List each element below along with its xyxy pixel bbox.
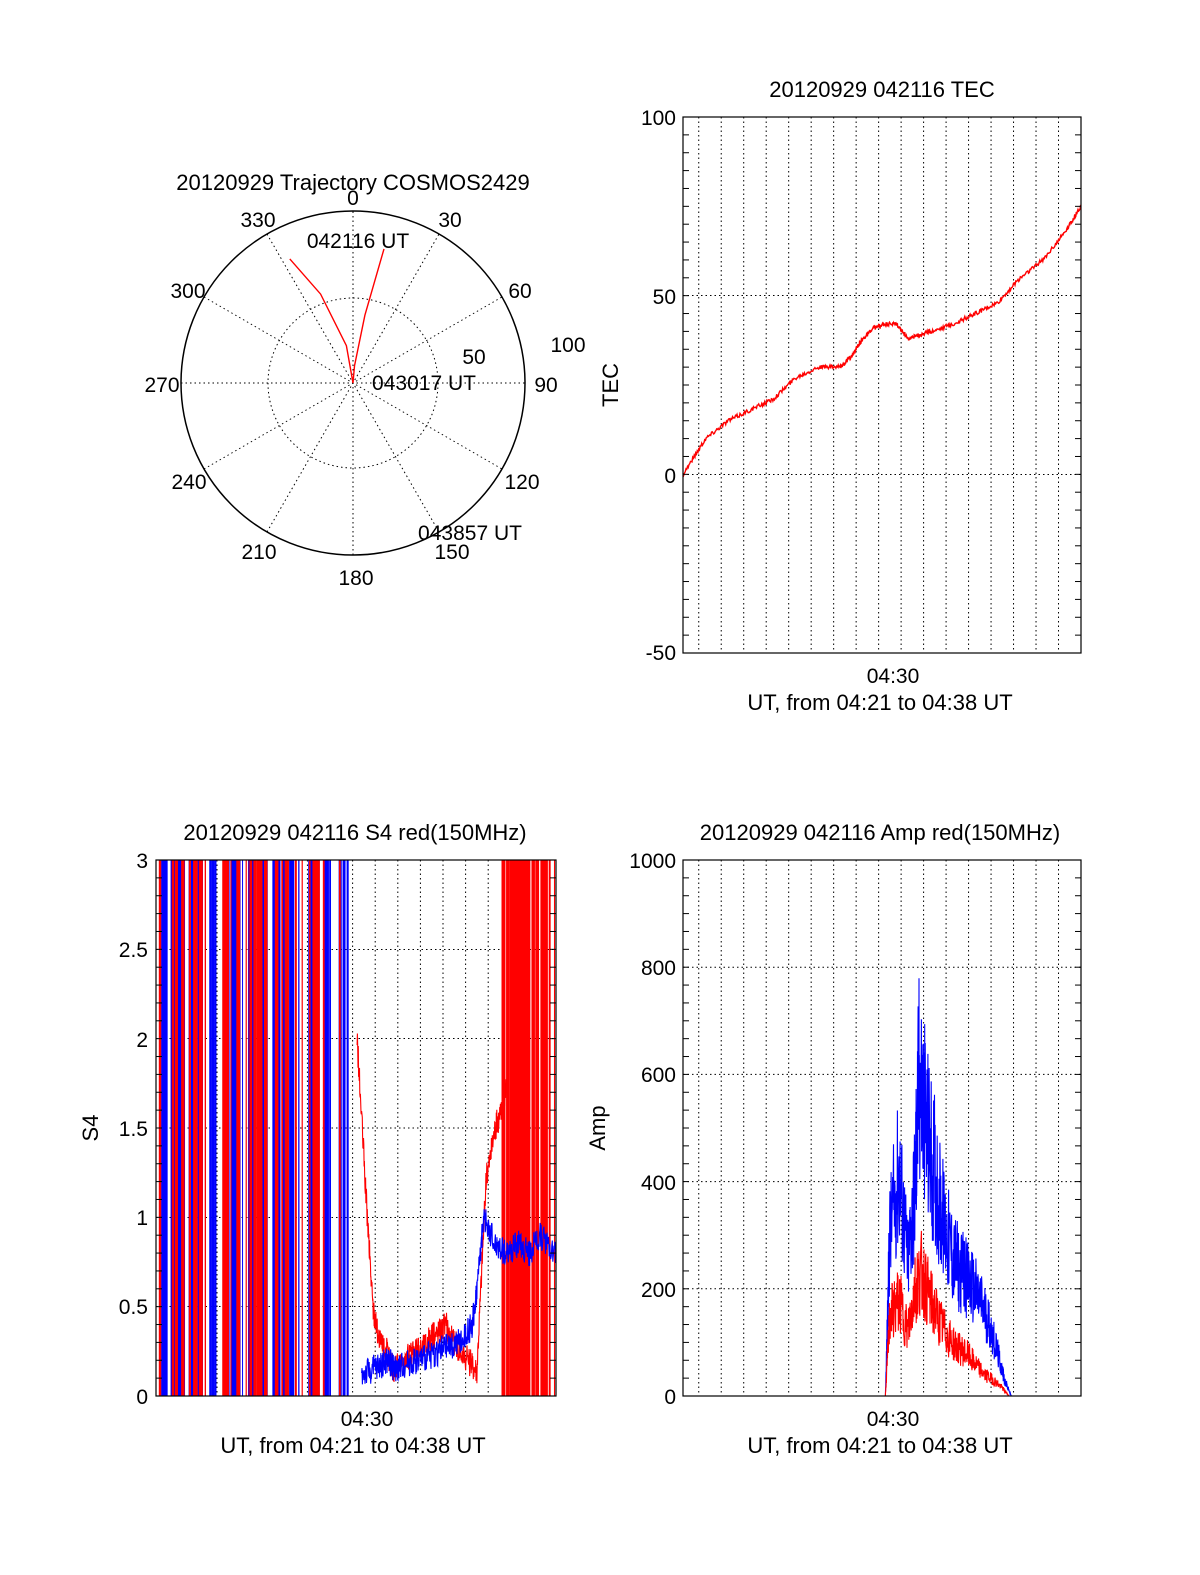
- s4-series-red: [356, 1033, 510, 1384]
- polar-angle-labels: 0 30 60 90 120 150 180 210 240 270 300 3…: [144, 187, 557, 590]
- amp-ytick-0: 0: [664, 1386, 676, 1409]
- s4-ytick-2.5: 2.5: [119, 939, 148, 962]
- tec-xlabel: UT, from 04:21 to 04:38 UT: [747, 690, 1012, 715]
- radial-label-100: 100: [550, 334, 585, 357]
- tec-title: 20120929 042116 TEC: [769, 77, 995, 102]
- angle-label-330: 330: [240, 209, 275, 232]
- tec-ylabel: TEC: [598, 363, 623, 407]
- tec-minor-ticks: [683, 134, 1081, 636]
- s4-ytick-3: 3: [136, 850, 148, 873]
- tec-series-red: [682, 204, 1082, 478]
- angle-label-150: 150: [434, 541, 469, 564]
- amp-xtick-0430: 04:30: [867, 1408, 920, 1431]
- s4-ytick-0: 0: [136, 1386, 148, 1409]
- annotation-end: 043857 UT: [418, 522, 522, 545]
- amp-ytick-200: 200: [641, 1279, 676, 1302]
- annotation-mid: 043017 UT: [372, 372, 476, 395]
- amp-ylabel: Amp: [585, 1105, 610, 1150]
- amp-xlabel: UT, from 04:21 to 04:38 UT: [747, 1433, 1012, 1458]
- angle-label-60: 60: [508, 280, 531, 303]
- trajectory-panel: 20120929 Trajectory COSMOS2429 0 30 60 9…: [144, 170, 585, 590]
- polar-ring-50: [267, 297, 439, 469]
- amp-ytick-600: 600: [641, 1064, 676, 1087]
- angle-label-180: 180: [338, 567, 373, 590]
- angle-label-90: 90: [534, 374, 557, 397]
- radial-label-50: 50: [462, 346, 485, 369]
- tec-panel: 20120929 042116 TEC 100 50 0 -50 04:30 U…: [598, 77, 1082, 715]
- trajectory-title: 20120929 Trajectory COSMOS2429: [176, 170, 529, 195]
- amp-ytick-400: 400: [641, 1172, 676, 1195]
- polar-ring-100: [180, 210, 526, 556]
- s4-xlabel: UT, from 04:21 to 04:38 UT: [220, 1433, 485, 1458]
- s4-ytick-0.5: 0.5: [119, 1296, 148, 1319]
- angle-label-0: 0: [347, 187, 359, 210]
- s4-title: 20120929 042116 S4 red(150MHz): [183, 820, 526, 845]
- angle-label-270: 270: [144, 374, 179, 397]
- amp-series: [683, 978, 1081, 1397]
- s4-ytick-2: 2: [136, 1029, 148, 1052]
- trajectory-track: [289, 248, 385, 384]
- tec-ytick-50: 50: [653, 286, 676, 309]
- amp-grid: [683, 860, 1081, 1396]
- amp-title: 20120929 042116 Amp red(150MHz): [700, 820, 1060, 845]
- tec-ytick-0: 0: [664, 465, 676, 488]
- amp-frame: [682, 859, 1082, 1397]
- amp-ytick-800: 800: [641, 957, 676, 980]
- annotation-start: 042116 UT: [307, 230, 410, 253]
- angle-label-30: 30: [438, 209, 461, 232]
- tec-xtick-0430: 04:30: [867, 665, 920, 688]
- tec-ytick-100: 100: [641, 107, 676, 130]
- s4-ylabel: S4: [78, 1115, 103, 1142]
- s4-minor-ticks: [156, 877, 556, 1379]
- s4-ytick-1.5: 1.5: [119, 1118, 148, 1141]
- s4-ytick-1: 1: [136, 1207, 148, 1230]
- tec-grid: [683, 117, 1081, 653]
- amp-series-red: [683, 1230, 1081, 1397]
- amp-ytick-1000: 1000: [629, 850, 676, 873]
- amp-panel: 20120929 042116 Amp red(150MHz) 1000 800…: [585, 820, 1082, 1458]
- angle-label-120: 120: [504, 471, 539, 494]
- s4-xtick-0430: 04:30: [341, 1408, 394, 1431]
- amp-series-blue: [683, 978, 1081, 1397]
- tec-series: [682, 204, 1082, 478]
- amp-minor-ticks: [683, 877, 1081, 1379]
- s4-series: [356, 1033, 557, 1385]
- s4-panel: 20120929 042116 S4 red(150MHz) 3 2.5 2 1…: [78, 820, 557, 1458]
- tec-frame: [682, 116, 1082, 654]
- angle-label-210: 210: [241, 541, 276, 564]
- s4-series-blue: [361, 1209, 557, 1385]
- tec-ytick-minus50: -50: [646, 642, 676, 665]
- angle-label-240: 240: [171, 471, 206, 494]
- angle-label-300: 300: [170, 280, 205, 303]
